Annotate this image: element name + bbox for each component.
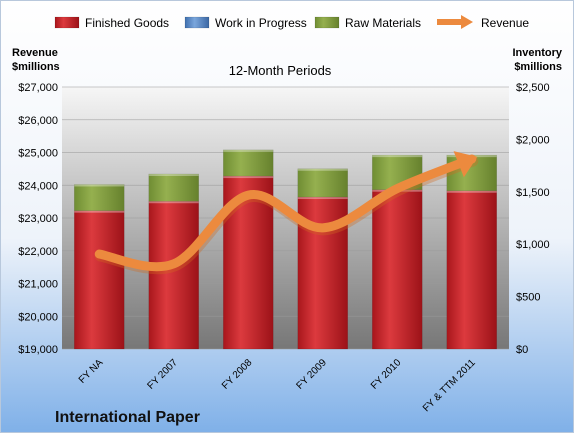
bar-raw-materials-cap [372, 155, 423, 158]
right-axis-title-line2: $millions [514, 61, 562, 73]
right-tick-label: $500 [516, 292, 540, 304]
legend-key-finished-goods [54, 16, 80, 29]
left-tick-label: $26,000 [18, 115, 58, 127]
bar-raw-materials-cap [223, 149, 274, 152]
legend-label: Raw Materials [345, 16, 421, 30]
bar-raw-materials-cap [297, 168, 348, 171]
bar-finished-goods [446, 190, 497, 350]
legend-label: Revenue [481, 16, 529, 30]
bar-raw-materials [223, 149, 274, 177]
revenue-arrowhead [453, 151, 478, 178]
left-tick-label: $21,000 [18, 279, 58, 291]
bar-raw-materials [148, 173, 199, 202]
bar-finished-goods-cap [446, 190, 497, 193]
legend-label: Finished Goods [85, 16, 169, 30]
bar-raw-materials [297, 168, 348, 198]
legend-label: Work in Progress [215, 16, 307, 30]
revenue-line-group [94, 151, 479, 275]
left-tick-label: $19,000 [18, 344, 58, 356]
right-tick-label: $1,000 [516, 239, 550, 251]
left-tick-label: $25,000 [18, 148, 58, 160]
bar-finished-goods-cap [297, 197, 348, 200]
left-tick-label: $24,000 [18, 180, 58, 192]
legend-key-raw-materials [314, 16, 340, 29]
right-axis-title-line1: Inventory [512, 47, 562, 59]
bar-finished-goods-cap [223, 176, 274, 179]
left-tick-label: $22,000 [18, 246, 58, 258]
bar-raw-materials [74, 184, 125, 211]
legend: Finished Goods Work in Progress Raw Materi… [54, 15, 529, 30]
right-axis-ticks: $0 $500 $1,000 $1,500 $2,000 $2,500 [516, 82, 550, 356]
left-axis-ticks: $19,000 $20,000 $21,000 $22,000 $23,000 $24,0… [18, 82, 58, 356]
gridlines [62, 86, 509, 350]
company-name: International Paper [55, 409, 200, 426]
bar-finished-goods-cap [74, 210, 125, 213]
legend-arrowhead [461, 15, 473, 29]
left-axis-title-line2: $millions [12, 61, 60, 73]
legend-key-work-in-progress [184, 16, 210, 29]
right-tick-label: $2,000 [516, 134, 550, 146]
revenue-line [94, 154, 477, 272]
bar-raw-materials-cap [148, 173, 199, 176]
bar-finished-goods [148, 200, 199, 350]
chart-title: 12-Month Periods [229, 63, 332, 78]
right-tick-label: $1,500 [516, 187, 550, 199]
bar-finished-goods [372, 189, 423, 350]
bar-finished-goods-cap [148, 201, 199, 204]
left-tick-label: $27,000 [18, 82, 58, 94]
right-tick-label: $0 [516, 344, 528, 356]
bar-raw-materials-cap [74, 184, 125, 187]
left-tick-label: $23,000 [18, 213, 58, 225]
bar-finished-goods [74, 210, 125, 350]
left-axis-title-line1: Revenue [12, 47, 58, 59]
left-tick-label: $20,000 [18, 311, 58, 323]
right-tick-label: $2,500 [516, 82, 550, 94]
